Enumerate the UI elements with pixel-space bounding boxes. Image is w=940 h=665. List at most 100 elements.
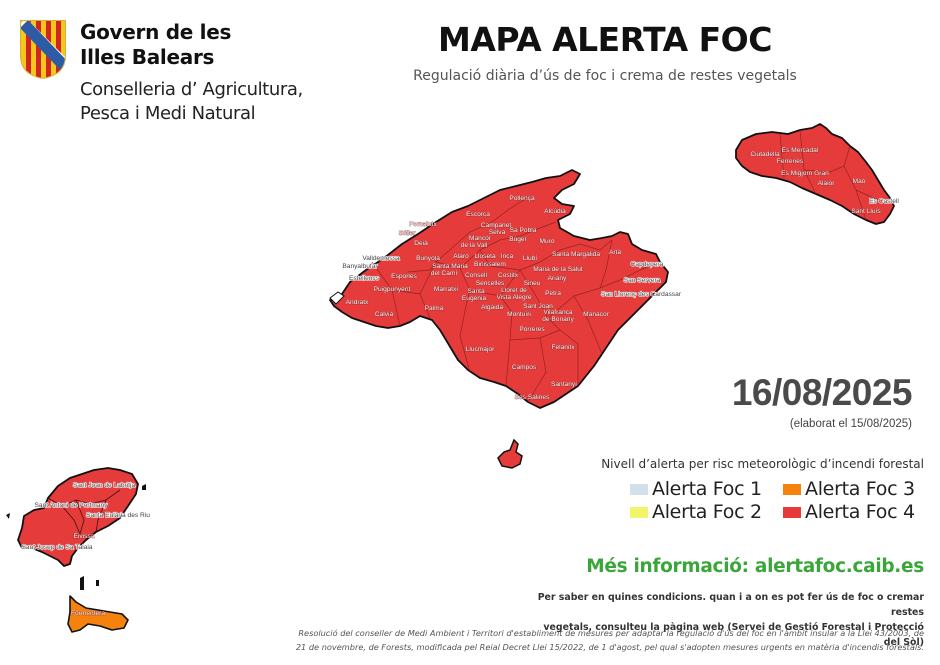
municipality-label: Sant Lluís bbox=[851, 208, 881, 215]
page-title: MAPA ALERTA FOC bbox=[438, 20, 772, 59]
municipality-label: Palma bbox=[425, 305, 444, 312]
elaborated-date: (elaborat el 15/08/2025) bbox=[789, 418, 912, 430]
municipality-label: Valldemossa bbox=[362, 255, 400, 262]
info-text: Per saber en quines condicions. quan i a… bbox=[524, 590, 924, 650]
municipality-label: de la Vall bbox=[461, 242, 488, 249]
forecast-date: 16/08/2025 bbox=[731, 372, 913, 413]
municipality-label: Vilafranca bbox=[543, 309, 573, 316]
swatch-icon bbox=[630, 484, 648, 495]
municipality-label: Es Mercadal bbox=[782, 147, 819, 154]
municipality-label: Consell bbox=[465, 272, 488, 279]
municipality-label: Calvià bbox=[375, 311, 394, 318]
legend-label: Alerta Foc 4 bbox=[805, 501, 915, 523]
municipality-label: Eivissa bbox=[74, 533, 95, 540]
municipality-label: Deià bbox=[414, 240, 428, 247]
legend-item-alert4: Alerta Foc 4 bbox=[783, 501, 930, 524]
municipality-label: Eugènia bbox=[462, 295, 487, 302]
org-name-line2: Illes Balears bbox=[80, 45, 215, 69]
municipality-label: Binissalem bbox=[474, 261, 506, 268]
municipality-label: Costitx bbox=[498, 272, 519, 279]
municipality-label: Llubí bbox=[523, 255, 537, 262]
legend-item-alert3: Alerta Foc 3 bbox=[783, 478, 930, 501]
mallorca-island[interactable] bbox=[329, 169, 669, 409]
municipality-label: Es Castell bbox=[869, 198, 899, 205]
municipality-label: Alaró bbox=[453, 253, 469, 260]
municipality-label: Campos bbox=[512, 364, 537, 371]
municipality-label: de Bonany bbox=[542, 316, 574, 323]
legend: Alerta Foc 1 Alerta Foc 3 Alerta Foc 2 A… bbox=[630, 478, 930, 524]
more-info-link[interactable]: Més informació: alertafoc.caib.es bbox=[586, 556, 924, 577]
municipality-label: Esporles bbox=[391, 273, 417, 280]
municipality-label: Ariany bbox=[548, 275, 567, 282]
municipality-label: Ciutadella bbox=[750, 151, 780, 158]
municipality-label: Muro bbox=[539, 238, 554, 245]
municipality-label: Sóller bbox=[399, 230, 417, 237]
municipality-label: San Servera bbox=[624, 277, 661, 284]
municipality-label: Escorca bbox=[466, 211, 490, 218]
department-line2: Pesca i Medi Natural bbox=[80, 103, 256, 124]
municipality-label: Lloseta bbox=[474, 253, 496, 260]
legend-label: Alerta Foc 2 bbox=[652, 501, 762, 523]
municipality-label: Sant Antoni de Portmany bbox=[35, 502, 109, 509]
municipality-label: Alaior bbox=[818, 180, 836, 187]
municipality-label: Campanet bbox=[481, 222, 512, 229]
municipality-label: Banyalbufar bbox=[342, 263, 378, 270]
municipality-label: San Llorenç des Cardassar bbox=[601, 291, 682, 298]
swatch-icon bbox=[783, 484, 801, 495]
municipality-label: Pollença bbox=[509, 195, 535, 202]
municipality-label: Ferreries bbox=[777, 158, 804, 165]
municipality-label: Puigpunyent bbox=[374, 286, 411, 293]
municipality-label: Lloret de bbox=[501, 287, 527, 294]
municipality-label: Montuïri bbox=[507, 311, 531, 318]
municipality-label: Capdepera bbox=[631, 261, 664, 268]
legal-notice: Resolució del conseller de Medi Ambient … bbox=[274, 626, 924, 654]
legend-title: Nivell d’alerta per risc meteorològic d’… bbox=[601, 457, 924, 471]
municipality-label: Sencelles bbox=[476, 280, 505, 287]
municipality-label: Mancor bbox=[469, 235, 492, 242]
eivissa-island[interactable] bbox=[6, 467, 146, 567]
municipality-label: Es Migjorn Gran bbox=[781, 170, 829, 177]
municipality-label: Santanyí bbox=[551, 381, 577, 388]
municipality-label: Santa Maria bbox=[432, 263, 468, 270]
formentera-island[interactable] bbox=[67, 576, 129, 633]
municipality-label: Sant Joan bbox=[523, 303, 553, 310]
municipality-label: Santa Margalida bbox=[552, 251, 600, 258]
municipality-label: Santa bbox=[467, 288, 485, 295]
municipality-label: Fornalutx bbox=[409, 221, 437, 228]
municipality-label: Sant Josep de Sa Talaia bbox=[22, 544, 93, 551]
municipality-label: Sant Joan de Labritja bbox=[73, 482, 136, 489]
org-name: Govern de les Illes Balears bbox=[80, 20, 231, 70]
menorca-island[interactable] bbox=[735, 123, 895, 225]
page-subtitle: Regulació diària d’ús de foc i crema de … bbox=[413, 68, 797, 84]
municipality-label: Sineu bbox=[524, 280, 541, 287]
municipality-label: Santa Eulària des Riu bbox=[86, 512, 150, 519]
swatch-icon bbox=[630, 507, 648, 518]
balearic-coat-of-arms-logo bbox=[20, 20, 66, 79]
legal-line2: 21 de novembre, de Forests, modificada p… bbox=[295, 642, 924, 652]
municipality-label: Artà bbox=[609, 249, 621, 256]
municipality-label: Maó bbox=[853, 178, 866, 185]
municipality-label: del Camí bbox=[431, 270, 458, 277]
municipality-label: Bunyola bbox=[416, 255, 440, 262]
municipality-label: Vista Alegre bbox=[496, 294, 531, 301]
municipality-label: Selva bbox=[489, 229, 506, 236]
legend-label: Alerta Foc 1 bbox=[652, 478, 762, 500]
legend-item-alert2: Alerta Foc 2 bbox=[630, 501, 777, 524]
municipality-label: Sa Pobla bbox=[510, 227, 537, 234]
municipality-label: Manacor bbox=[583, 311, 609, 318]
municipality-label: Estellencs bbox=[349, 275, 380, 282]
department-name: Conselleria d’ Agricultura, Pesca i Medi… bbox=[80, 78, 303, 126]
org-name-line1: Govern de les bbox=[80, 20, 232, 44]
municipality-label: Búger bbox=[509, 236, 527, 243]
swatch-icon bbox=[783, 507, 801, 518]
municipality-label: Ses Salines bbox=[515, 394, 551, 401]
municipality-label: Formentera bbox=[71, 610, 105, 617]
info-line2: vegetals, consulteu la pàgina web (Serve… bbox=[543, 622, 924, 648]
municipality-label: Porreres bbox=[519, 326, 545, 333]
municipality-label: Maria de la Salut bbox=[533, 266, 583, 273]
municipality-label: Llucmajor bbox=[466, 346, 495, 353]
municipality-label: Alcúdia bbox=[544, 208, 566, 215]
cabrera-island[interactable] bbox=[497, 438, 523, 469]
